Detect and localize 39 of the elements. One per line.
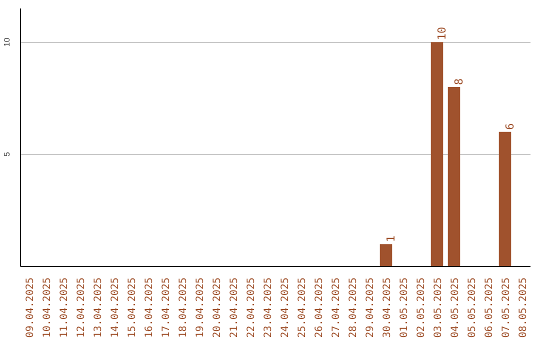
data-label: 8 <box>452 78 466 86</box>
x-tick-label: 28.04.2025 <box>348 277 359 338</box>
x-tick-label: 04.05.2025 <box>450 277 461 338</box>
x-tick-label: 09.04.2025 <box>25 277 36 338</box>
x-tick-label: 03.05.2025 <box>433 277 444 338</box>
x-tick-label: 08.05.2025 <box>518 277 529 338</box>
x-tick-label: 26.04.2025 <box>314 277 325 338</box>
x-tick-label: 13.04.2025 <box>93 277 104 338</box>
x-tick-label: 22.04.2025 <box>246 277 257 338</box>
x-tick-label: 15.04.2025 <box>127 277 138 338</box>
x-tick-label: 05.05.2025 <box>467 277 478 338</box>
x-tick-label: 30.04.2025 <box>382 277 393 338</box>
x-tick-label: 14.04.2025 <box>110 277 121 338</box>
x-tick-label: 20.04.2025 <box>212 277 223 338</box>
x-tick-label: 02.05.2025 <box>416 277 427 338</box>
bar <box>448 87 460 266</box>
x-tick-label: 11.04.2025 <box>59 277 70 338</box>
bar <box>430 42 444 266</box>
x-tick-label: 10.04.2025 <box>42 277 53 338</box>
bar <box>498 132 512 266</box>
data-label: 10 <box>436 26 448 40</box>
x-tick-label: 21.04.2025 <box>229 277 240 338</box>
x-tick-label: 16.04.2025 <box>144 277 155 338</box>
x-tick-label: 18.04.2025 <box>178 277 189 338</box>
x-tick-label: 29.04.2025 <box>365 277 376 338</box>
data-label: 6 <box>504 123 516 130</box>
x-tick-label: 27.04.2025 <box>331 277 342 338</box>
x-tick-label: 17.04.2025 <box>161 277 172 338</box>
x-tick-label: 24.04.2025 <box>280 277 291 338</box>
x-tick-label: 19.04.2025 <box>195 277 206 338</box>
x-tick-label: 25.04.2025 <box>297 277 308 338</box>
y-tick-label: 5 <box>2 152 12 157</box>
x-tick-label: 01.05.2025 <box>399 277 410 338</box>
x-tick-label: 23.04.2025 <box>263 277 274 338</box>
x-tick-label: 07.05.2025 <box>501 277 512 338</box>
x-tick-label: 06.05.2025 <box>484 277 495 338</box>
data-label: 1 <box>384 235 398 242</box>
x-tick-label: 12.04.2025 <box>76 277 87 338</box>
bar <box>380 244 392 266</box>
